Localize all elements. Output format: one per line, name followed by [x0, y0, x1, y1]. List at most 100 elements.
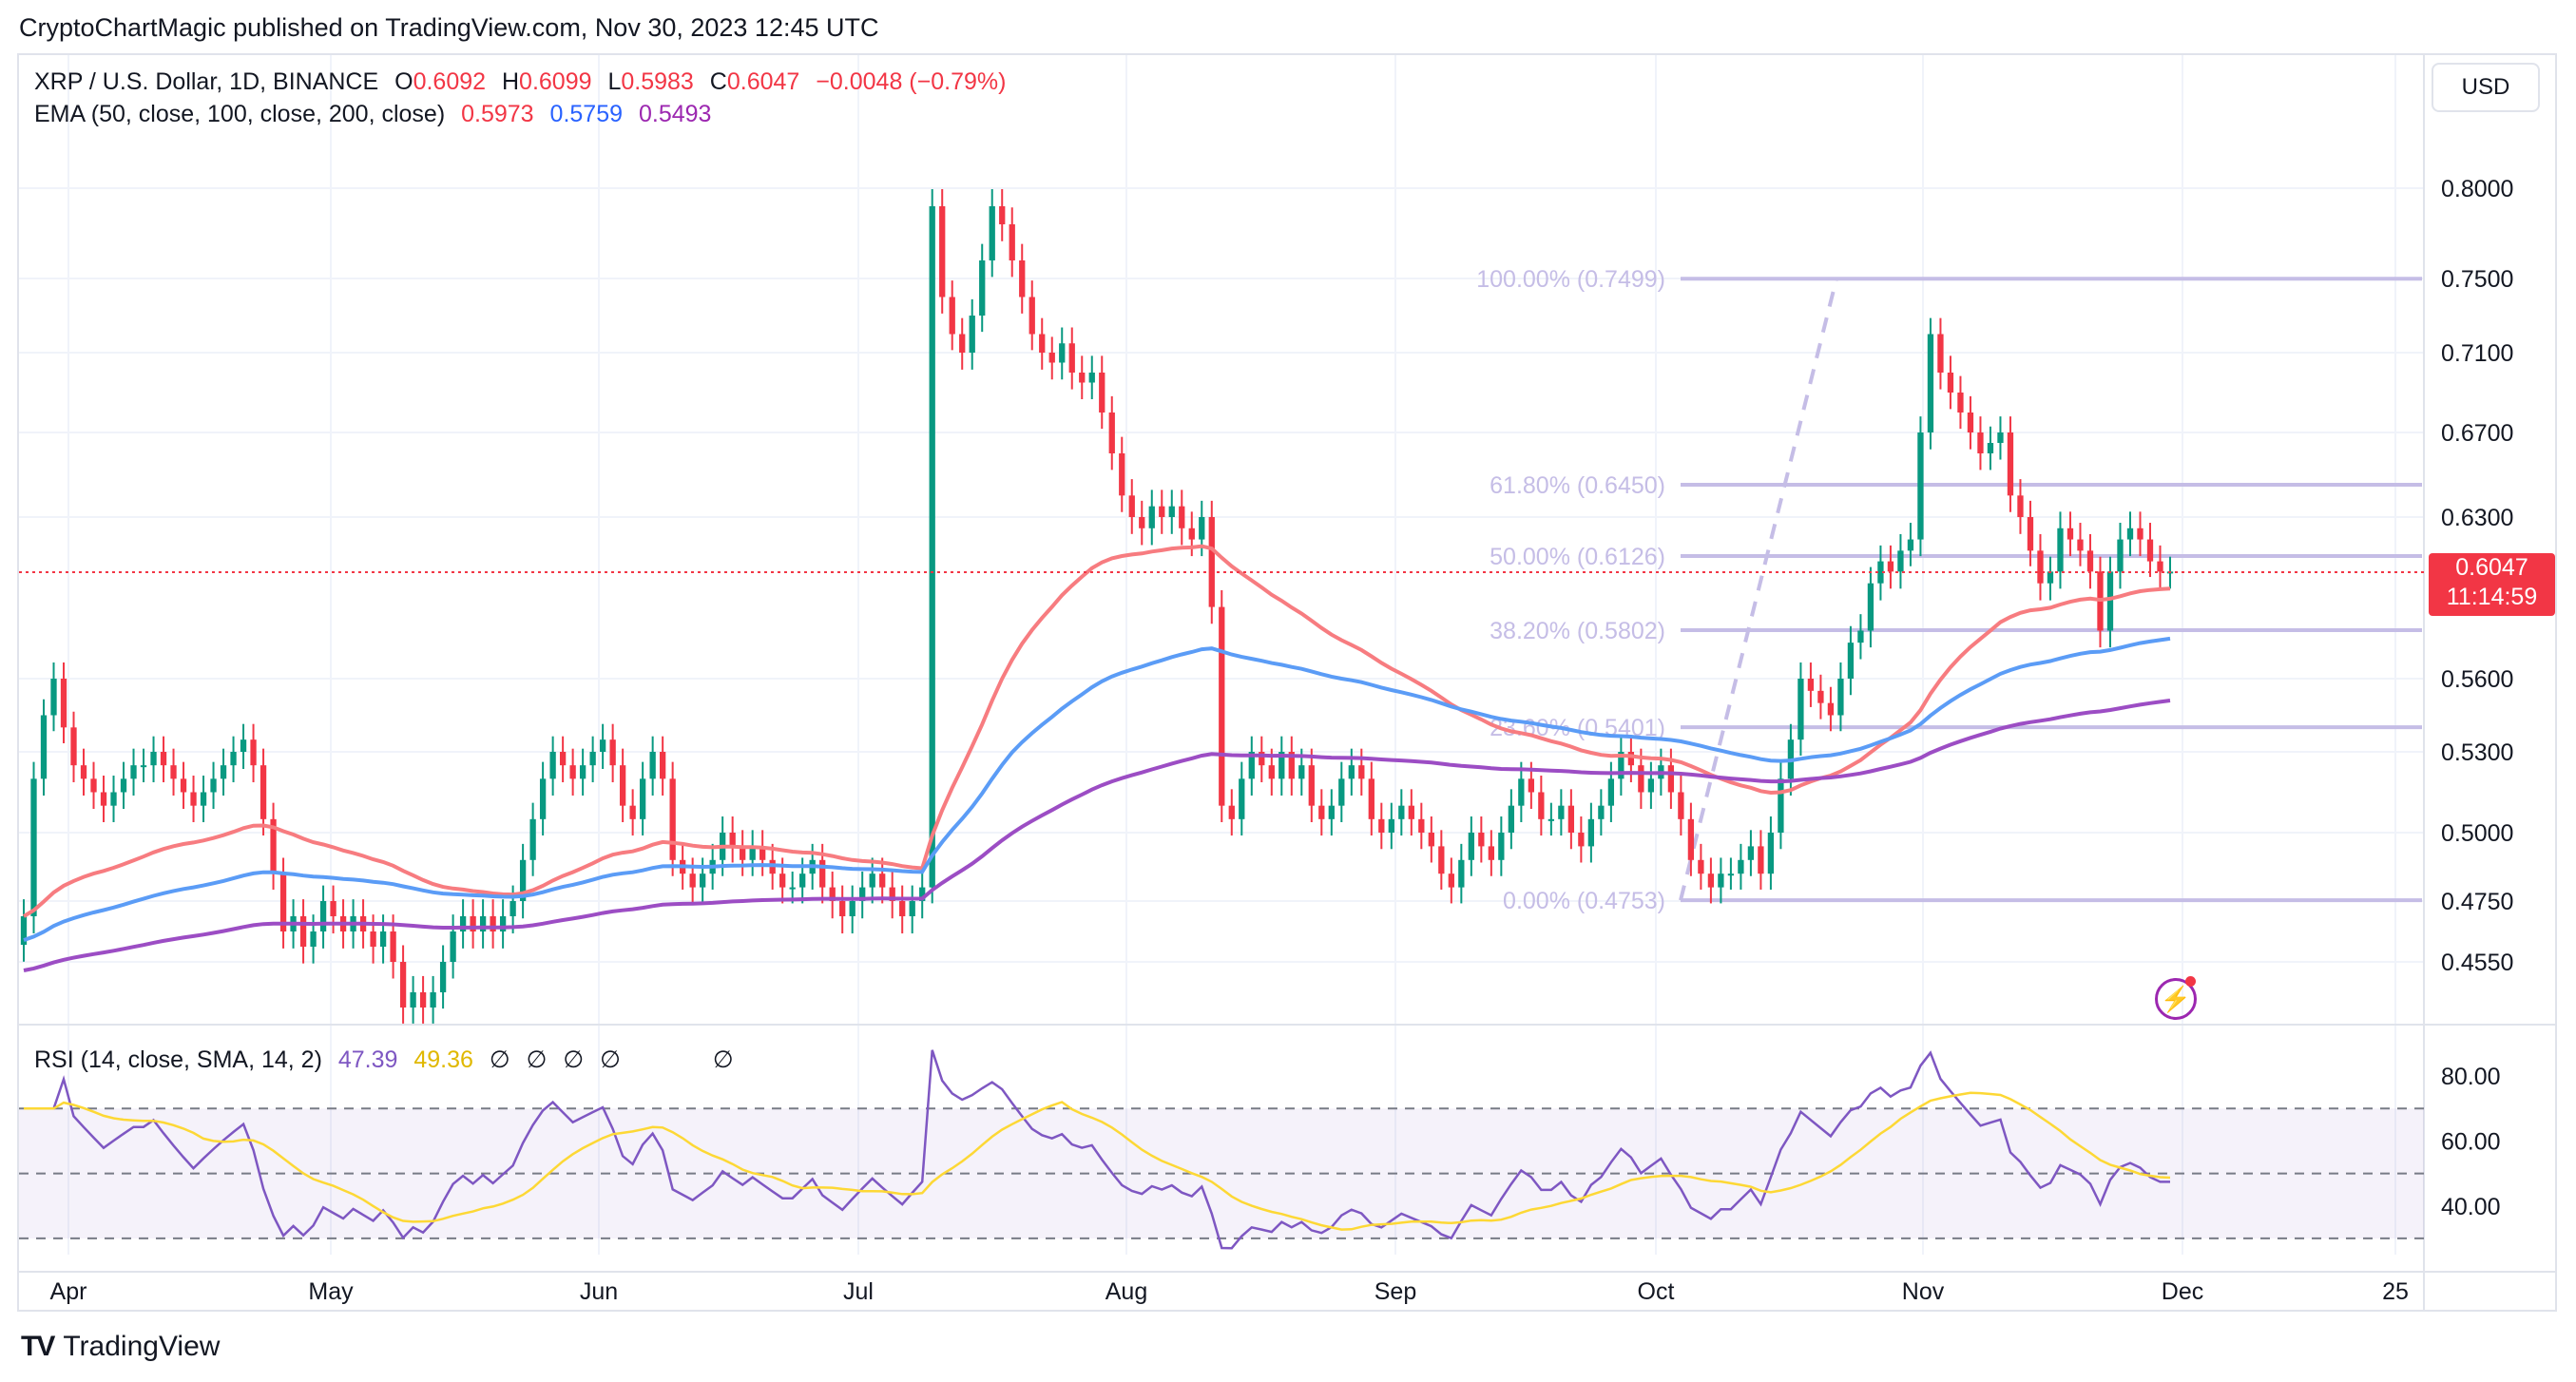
candle-body — [1627, 752, 1635, 766]
candle-body — [1567, 805, 1575, 833]
candle-body — [629, 805, 636, 819]
candle-body — [1827, 702, 1835, 716]
candle-body — [2146, 539, 2154, 562]
high-value: H0.6099 — [502, 68, 592, 95]
candle-body — [1388, 818, 1394, 833]
candle-body — [1817, 690, 1824, 703]
price-axis-tick: 0.6700 — [2441, 420, 2513, 447]
candle-body — [379, 931, 387, 947]
candle-body — [2137, 528, 2143, 540]
candle-body — [969, 316, 975, 353]
bolt-icon[interactable]: ⚡ — [2155, 978, 2197, 1020]
candle-body — [700, 873, 706, 888]
price-axis-tick: 0.6300 — [2441, 505, 2513, 531]
candle-body — [30, 778, 37, 916]
candle-body — [859, 887, 866, 901]
candle-body — [979, 260, 986, 316]
candle-body — [1088, 373, 1095, 383]
candle-body — [2047, 571, 2054, 584]
ema100-value: 0.5759 — [549, 101, 624, 127]
candle-body — [1179, 506, 1185, 528]
candle-body — [1328, 805, 1335, 819]
candle-body — [1548, 818, 1555, 821]
candle-body — [619, 765, 626, 806]
bar-countdown: 11:14:59 — [2446, 584, 2538, 610]
candle-body — [260, 765, 267, 819]
candle-body — [1208, 517, 1215, 607]
candle-body — [889, 887, 895, 901]
candle-body — [2157, 561, 2163, 572]
candle-body — [1059, 343, 1066, 363]
candle-body — [299, 916, 307, 947]
candle-body — [749, 846, 756, 860]
candle-body — [1308, 765, 1315, 806]
ema-legend: EMA (50, close, 100, close, 200, close) … — [34, 101, 721, 128]
candle-body — [439, 962, 447, 992]
tradingview-brand[interactable]: TV TradingView — [21, 1331, 220, 1363]
candle-body — [1727, 873, 1735, 876]
candle-body — [1578, 833, 1585, 847]
time-axis-tick: Jun — [580, 1278, 618, 1305]
publisher-line: CryptoChartMagic published on TradingVie… — [19, 13, 879, 42]
currency-button[interactable]: USD — [2432, 63, 2540, 112]
candle-body — [1698, 859, 1704, 874]
candle-body — [2086, 550, 2094, 572]
candle-body — [509, 901, 516, 916]
candle-body — [1647, 778, 1655, 793]
close-label: C — [709, 68, 727, 95]
candle-body — [310, 931, 317, 947]
candle-body — [909, 901, 915, 916]
time-axis-tick: Jul — [843, 1278, 874, 1305]
low-number: 0.5983 — [621, 68, 694, 95]
notification-dot — [2185, 976, 2196, 987]
candle-body — [839, 901, 846, 916]
na-icon: ∅ — [563, 1046, 585, 1073]
candle-body — [1488, 846, 1494, 860]
candle-body — [90, 778, 97, 793]
candle-body — [1268, 765, 1275, 779]
candle-body — [499, 916, 507, 931]
candle-body — [1199, 517, 1205, 540]
candle-body — [1887, 561, 1894, 572]
candle-body — [1358, 765, 1365, 779]
candle-body — [649, 752, 656, 779]
candle-body — [1707, 873, 1715, 888]
ema-title: EMA (50, close, 100, close, 200, close) — [34, 101, 446, 127]
candle-body — [1498, 833, 1505, 860]
candle-body — [1528, 778, 1535, 793]
candle-body — [1458, 859, 1465, 888]
open-number: 0.6092 — [413, 68, 487, 95]
candle-body — [1099, 373, 1105, 413]
candle-body — [1967, 413, 1974, 432]
candle-body — [689, 873, 696, 888]
low-value: L0.5983 — [607, 68, 693, 95]
candle-body — [1778, 778, 1784, 833]
candle-body — [1508, 805, 1514, 833]
candle-body — [899, 901, 906, 916]
candle-body — [70, 727, 77, 766]
rsi-axis-tick: 60.00 — [2441, 1128, 2501, 1155]
candle-body — [1239, 778, 1245, 819]
ema200-line — [23, 699, 2171, 972]
candle-body — [2007, 432, 2014, 496]
rsi-title: RSI (14, close, SMA, 14, 2) — [34, 1046, 322, 1073]
candle-body — [1259, 752, 1265, 766]
ema50-line — [22, 544, 2171, 918]
candle-body — [1348, 765, 1355, 779]
candle-body — [2106, 571, 2114, 631]
candle-body — [410, 992, 416, 1008]
candle-body — [1188, 528, 1195, 540]
candle-body — [669, 778, 676, 860]
chart-frame — [17, 53, 2557, 1312]
candle-body — [279, 873, 287, 931]
candle-body — [1907, 539, 1914, 551]
candle-body — [519, 859, 527, 901]
ema50-value: 0.5973 — [461, 101, 534, 127]
candle-body — [419, 992, 427, 1008]
rsi-axis-tick: 80.00 — [2441, 1064, 2501, 1090]
candle-body — [609, 739, 616, 766]
candle-body — [1947, 373, 1954, 393]
candle-body — [40, 715, 48, 779]
candle-body — [1448, 873, 1454, 888]
